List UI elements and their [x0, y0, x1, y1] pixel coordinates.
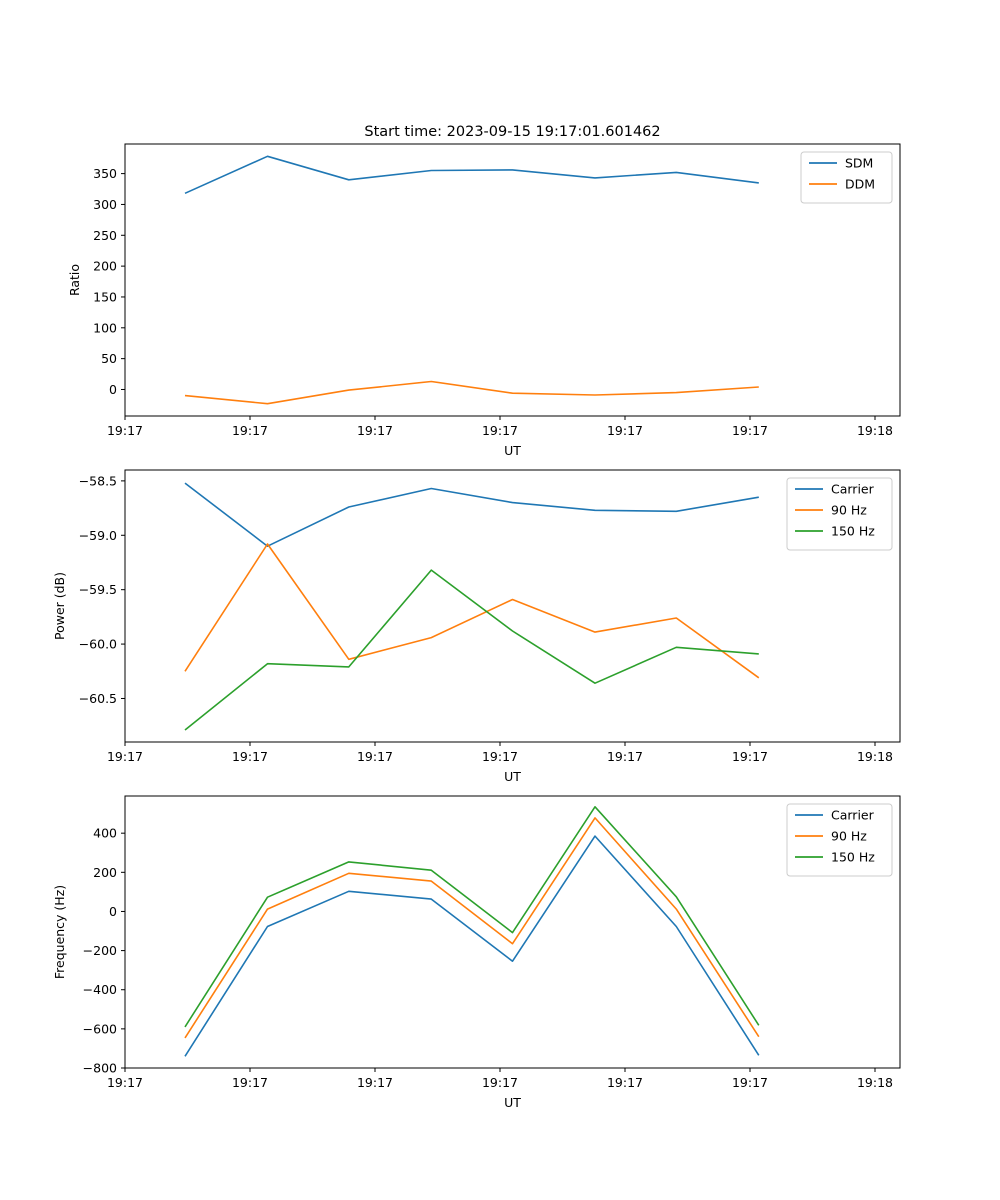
- x-axis-label: UT: [504, 1095, 521, 1110]
- x-axis-label: UT: [504, 769, 521, 784]
- legend-label: 90 Hz: [831, 829, 867, 844]
- series-line-150-hz: [184, 569, 759, 731]
- panels: 0 50 100 150 200 250 300 350 19:17 19:17 19:17 19:1…: [52, 143, 901, 1110]
- y-tick-label: 150: [93, 289, 117, 304]
- x-tick-label: 19:17: [107, 749, 143, 764]
- x-tick-label: 19:17: [482, 1075, 518, 1090]
- x-tick-label: 19:17: [107, 423, 143, 438]
- legend-box: [800, 151, 893, 204]
- legend-label: 150 Hz: [831, 850, 875, 865]
- legend-box: [786, 477, 893, 551]
- x-tick-label: 19:17: [357, 423, 393, 438]
- y-tick-label: 0: [109, 382, 117, 397]
- chart-panel-3: −800 −600 −400 −200 0 200 400 19:17 19:17 19:17 19…: [52, 795, 901, 1110]
- x-tick-label: 19:18: [857, 1075, 893, 1090]
- legend-label: DDM: [845, 177, 875, 192]
- y-tick-label: −60.5: [79, 691, 117, 706]
- x-tick-label: 19:17: [357, 1075, 393, 1090]
- x-tick-label: 19:17: [607, 749, 643, 764]
- legend-label: 90 Hz: [831, 503, 867, 518]
- x-tick-label: 19:17: [232, 749, 268, 764]
- series-line-carrier: [184, 482, 759, 548]
- x-tick-label: 19:17: [732, 1075, 768, 1090]
- y-axis-label: Power (dB): [52, 572, 67, 640]
- y-axis-label: Ratio: [67, 264, 82, 296]
- series-line-sdm: [184, 155, 759, 195]
- x-tick-label: 19:17: [232, 423, 268, 438]
- y-tick-label: −200: [83, 943, 117, 958]
- y-tick-label: 350: [93, 166, 117, 181]
- legend: SDM DDM: [800, 151, 893, 204]
- plot-frame: [124, 469, 901, 743]
- x-tick-label: 19:18: [857, 423, 893, 438]
- y-tick-label: 50: [101, 351, 117, 366]
- x-tick-label: 19:17: [607, 1075, 643, 1090]
- y-tick-label: 100: [93, 320, 117, 335]
- y-tick-label: −800: [83, 1061, 117, 1076]
- y-tick-label: −59.5: [79, 582, 117, 597]
- legend-box: [786, 803, 893, 877]
- legend: Carrier 90 Hz 150 Hz: [786, 477, 893, 551]
- series-line-carrier: [184, 835, 760, 1057]
- y-tick-label: 300: [93, 197, 117, 212]
- x-tick-label: 19:17: [482, 423, 518, 438]
- y-tick-label: 400: [93, 826, 117, 841]
- x-tick-label: 19:18: [857, 749, 893, 764]
- y-tick-label: −59.0: [79, 528, 117, 543]
- legend: Carrier 90 Hz 150 Hz: [786, 803, 893, 877]
- legend-label: Carrier: [831, 482, 875, 497]
- x-tick-label: 19:17: [357, 749, 393, 764]
- figure-title: Start time: 2023-09-15 19:17:01.601462: [364, 124, 660, 140]
- y-tick-label: −600: [83, 1021, 117, 1036]
- y-tick-label: 250: [93, 228, 117, 243]
- x-tick-label: 19:17: [607, 423, 643, 438]
- y-tick-label: 200: [93, 865, 117, 880]
- legend-label: SDM: [845, 156, 873, 171]
- y-tick-label: 0: [109, 904, 117, 919]
- y-axis-label: Frequency (Hz): [52, 885, 67, 979]
- plot-frame: [124, 795, 901, 1069]
- x-axis-label: UT: [504, 443, 521, 458]
- series-line-90-hz: [184, 543, 760, 679]
- y-tick-label: −400: [83, 982, 117, 997]
- x-tick-label: 19:17: [107, 1075, 143, 1090]
- legend-label: 150 Hz: [831, 524, 875, 539]
- series-line-90-hz: [184, 817, 760, 1039]
- x-tick-label: 19:17: [482, 749, 518, 764]
- x-tick-label: 19:17: [232, 1075, 268, 1090]
- x-tick-label: 19:17: [732, 423, 768, 438]
- chart-panel-2: −60.5 −60.0 −59.5 −59.0 −58.5 19:17 19:17 19:17…: [52, 469, 901, 784]
- y-tick-label: −58.5: [79, 473, 117, 488]
- series-line-150-hz: [184, 805, 760, 1028]
- y-tick-label: −60.0: [79, 637, 117, 652]
- chart-panel-1: 0 50 100 150 200 250 300 350 19:17 19:17 19:17 19:1…: [67, 143, 901, 458]
- y-tick-label: 200: [93, 259, 117, 274]
- plot-frame: [124, 143, 901, 417]
- series-line-ddm: [184, 380, 759, 405]
- legend-label: Carrier: [831, 808, 875, 823]
- x-tick-label: 19:17: [732, 749, 768, 764]
